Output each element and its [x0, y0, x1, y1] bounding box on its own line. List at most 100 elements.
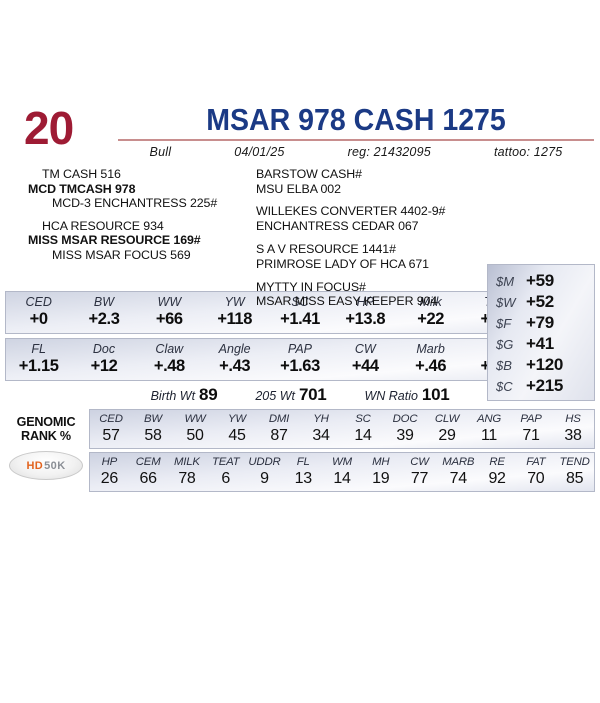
ped-line-5: S A V RESOURCE 1441#: [256, 242, 396, 257]
genomic-trait-label: PAP: [520, 413, 542, 425]
dam-group: HCA RESOURCE 934 MISS MSAR RESOURCE 169#…: [28, 219, 268, 263]
genomic-trait-value: 9: [260, 470, 269, 487]
epd-cell: Milk +22: [398, 292, 463, 333]
weight-item: 205 Wt 701: [255, 385, 326, 405]
genomic-trait-value: 14: [333, 470, 351, 487]
genomic-trait-label: MILK: [174, 456, 200, 468]
dollar-index-panel: $M +59 $W +52 $F +79 $G +41 $B +120 $C +215: [487, 264, 595, 401]
50k-logo-text: 50K: [44, 459, 66, 472]
genomic-trait-label: DOC: [392, 413, 418, 425]
dollar-index-value: +52: [526, 292, 554, 311]
genomic-trait-value: 87: [270, 427, 288, 444]
sire-dam: MCD-3 ENCHANTRESS 225#: [52, 196, 218, 211]
epd-trait-label: BW: [93, 295, 115, 309]
dollar-index-value: +41: [526, 334, 554, 353]
epd-trait-label: YW: [224, 295, 245, 309]
genomic-rank-section: GENOMIC RANK % HD 50K CED 57 BW 58 WW 50 YW 45 DM…: [5, 409, 595, 501]
genomic-cell: CLW 29: [426, 410, 468, 448]
dollar-index-label: $W: [496, 295, 516, 310]
genomic-cell: UDDR 9: [245, 453, 284, 491]
genomic-cell: YW 45: [216, 410, 258, 448]
genomic-trait-label: WW: [184, 413, 206, 425]
dollar-index-row: $W +52: [496, 292, 590, 313]
weight-item: WN Ratio 101: [364, 385, 449, 405]
dollar-index-row: $M +59: [496, 271, 590, 292]
genomic-cell: BW 58: [132, 410, 174, 448]
epd-trait-value: +22: [417, 310, 445, 328]
grandparent-pair-4: MYTTY IN FOCUS# MSAR MISS EASY KEEPER 90…: [256, 280, 488, 309]
genomic-trait-label: DMI: [268, 413, 290, 425]
genomic-trait-value: 77: [410, 470, 429, 487]
genomic-cell: CEM 66: [129, 453, 168, 491]
genomic-trait-value: 85: [565, 470, 584, 487]
genomic-cell: RE 92: [478, 453, 517, 491]
genomic-row-1: CED 57 BW 58 WW 50 YW 45 DMI 87 YH 34 SC 14 DOC 39 CLW 29…: [90, 410, 594, 448]
epd-cell: Angle +.43: [202, 339, 267, 380]
ped-line-3: WILLEKES CONVERTER 4402-9#: [256, 204, 446, 219]
genomic-cell: CW 77: [400, 453, 439, 491]
ped-line-6: PRIMROSE LADY OF HCA 671: [256, 256, 429, 271]
genomic-trait-label: YH: [313, 413, 329, 425]
genomic-cell: DOC 39: [384, 410, 426, 448]
genomic-trait-label: FL: [296, 456, 310, 468]
genomic-cell: HS 38: [552, 410, 594, 448]
epd-cell: YW +118: [202, 292, 267, 333]
genomic-trait-value: 70: [527, 470, 545, 487]
genomic-trait-value: 11: [480, 427, 497, 444]
genomic-trait-label: CLW: [434, 413, 460, 425]
pedigree-left-column: TM CASH 516 MCD TMCASH 978 MCD-3 ENCHANT…: [28, 167, 268, 263]
dollar-index-label: $M: [496, 274, 515, 289]
genomic-cell: YH 34: [300, 410, 342, 448]
genomic-trait-value: 71: [522, 427, 540, 444]
genomic-band-2: HP 26 CEM 66 MILK 78 TEAT 6 UDDR 9 FL 13 WM 14 MH 19 CW 7…: [89, 452, 595, 492]
genomic-trait-label: ANG: [476, 413, 502, 425]
genomic-cell: DMI 87: [258, 410, 300, 448]
genomic-label-block: GENOMIC RANK % HD 50K: [5, 409, 87, 501]
dam: MISS MSAR RESOURCE 169#: [28, 233, 201, 248]
dollar-index-value: +79: [526, 313, 554, 332]
genomic-trait-label: FAT: [526, 456, 546, 468]
epd-cell: Claw +.48: [137, 339, 202, 380]
genomic-trait-label: MARB: [442, 456, 475, 468]
tattoo-number: tattoo: 1275: [493, 145, 563, 159]
genomic-cell: HP 26: [90, 453, 129, 491]
weight-label: Birth Wt: [150, 389, 196, 403]
epd-cell: WW +66: [137, 292, 202, 333]
genomic-tables: CED 57 BW 58 WW 50 YW 45 DMI 87 YH 34 SC 14 DOC 39 CLW 29…: [89, 409, 595, 492]
ped-line-4: ENCHANTRESS CEDAR 067: [256, 218, 419, 233]
ped-line-7: MYTTY IN FOCUS#: [256, 279, 366, 294]
weight-value: 101: [421, 385, 450, 404]
genomic-trait-value: 92: [488, 470, 506, 487]
dollar-index-label: $F: [496, 316, 512, 331]
weight-item: Birth Wt 89: [151, 385, 218, 405]
genomic-trait-label: CW: [410, 456, 429, 468]
genomic-trait-label: RE: [489, 456, 505, 468]
genomic-trait-label: MH: [372, 456, 390, 468]
genomic-trait-label: CEM: [135, 456, 161, 468]
dollar-index-row: $B +120: [496, 355, 590, 376]
genomic-trait-value: 19: [372, 470, 390, 487]
grandparent-pair-1: BARSTOW CASH# MSU ELBA 002: [256, 167, 488, 196]
genomic-cell: TEAT 6: [206, 453, 245, 491]
genomic-trait-value: 39: [396, 427, 414, 444]
genomic-trait-value: 6: [221, 470, 230, 487]
genomic-cell: FL 13: [284, 453, 323, 491]
epd-cell: CED +0: [6, 292, 71, 333]
genomic-trait-value: 34: [312, 427, 330, 444]
sire-group: TM CASH 516 MCD TMCASH 978 MCD-3 ENCHANT…: [28, 167, 268, 211]
genomic-cell: ANG 11: [468, 410, 510, 448]
genomic-trait-label: CED: [99, 413, 123, 425]
dollar-index-value: +215: [526, 376, 564, 395]
genomic-cell: MILK 78: [168, 453, 207, 491]
catalog-header: 20 MSAR 978 CASH 1275 Bull 04/01/25 reg:…: [0, 103, 600, 165]
genomic-cell: WM 14: [323, 453, 362, 491]
genomic-cell: MARB 74: [439, 453, 478, 491]
genomic-cell: WW 50: [174, 410, 216, 448]
epd-trait-label: CED: [25, 295, 52, 309]
genomic-title-line-1: GENOMIC: [16, 415, 76, 429]
genomic-trait-label: SC: [355, 413, 371, 425]
epd-trait-label: HP: [356, 295, 374, 309]
pedigree-right-column: BARSTOW CASH# MSU ELBA 002 WILLEKES CONV…: [256, 167, 488, 317]
epd-trait-value: +0: [29, 310, 48, 328]
genomic-trait-label: HS: [565, 413, 581, 425]
